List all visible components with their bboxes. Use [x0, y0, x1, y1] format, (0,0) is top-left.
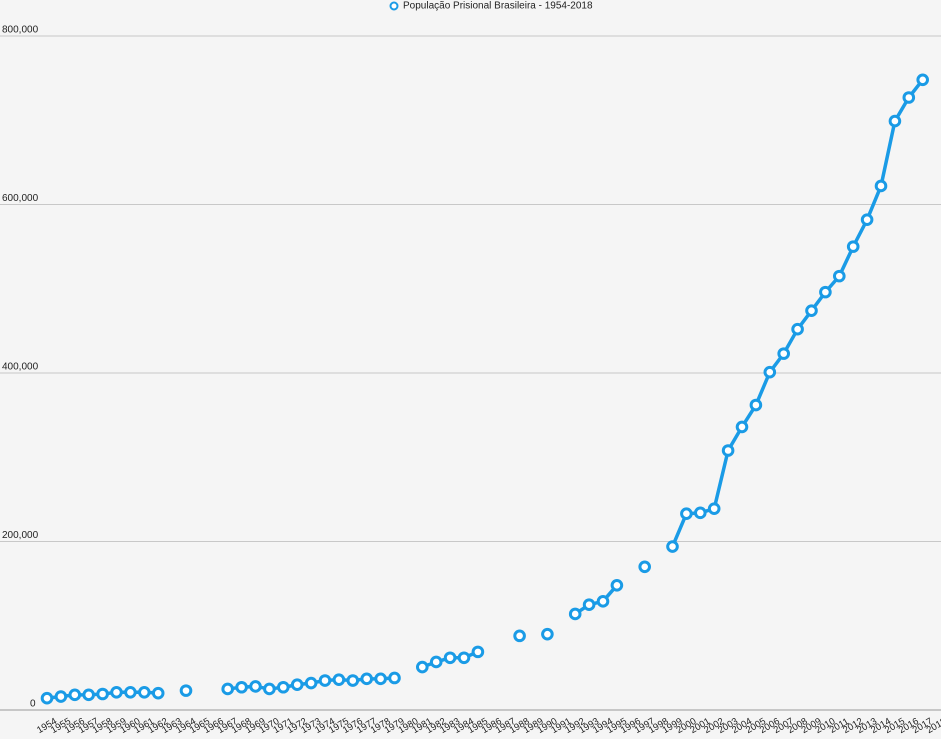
y-tick-label: 200,000 — [2, 530, 39, 541]
data-point — [805, 304, 818, 317]
data-point — [680, 507, 693, 520]
data-point — [54, 690, 68, 703]
legend: População Prisional Brasileira - 1954-20… — [389, 1, 593, 12]
data-point — [40, 691, 54, 705]
data-point — [138, 686, 151, 699]
data-point — [638, 560, 652, 574]
data-point — [860, 213, 874, 226]
data-point — [749, 398, 763, 412]
data-point — [888, 114, 902, 128]
data-point — [318, 674, 332, 687]
data-point — [179, 684, 193, 697]
data-point — [304, 676, 318, 690]
data-point — [443, 651, 457, 665]
data-point — [457, 651, 471, 665]
data-point — [666, 540, 679, 553]
data-point — [110, 686, 123, 699]
data-point — [96, 687, 109, 701]
legend-label: População Prisional Brasileira - 1954-20… — [403, 1, 593, 12]
data-point — [596, 595, 610, 608]
data-point — [277, 680, 290, 694]
series-line — [46, 78, 925, 700]
data-point — [471, 645, 485, 659]
data-point — [235, 680, 248, 694]
data-point — [707, 502, 721, 515]
data-point — [374, 672, 387, 686]
data-point — [416, 660, 429, 674]
data-point — [221, 682, 234, 696]
data-point — [568, 607, 582, 621]
data-point — [735, 420, 749, 434]
data-point — [610, 579, 624, 592]
data-point — [68, 688, 82, 702]
data-point — [263, 682, 276, 696]
data-point — [763, 365, 777, 379]
data-point — [721, 444, 735, 457]
data-point — [388, 671, 401, 685]
data-point — [846, 240, 860, 253]
data-point — [902, 91, 916, 104]
data-point — [124, 686, 137, 699]
y-tick-label: 400,000 — [2, 362, 39, 373]
data-point — [249, 680, 262, 693]
data-point — [346, 674, 360, 687]
data-point — [916, 73, 930, 87]
data-point — [777, 347, 791, 360]
data-point — [332, 673, 346, 686]
data-point — [541, 627, 554, 641]
data-point — [874, 179, 888, 193]
data-point — [429, 655, 443, 669]
data-point — [833, 269, 846, 283]
data-point — [360, 672, 374, 686]
y-tick-label: 800,000 — [2, 25, 39, 36]
y-tick-label: 600,000 — [2, 193, 39, 204]
data-point — [582, 598, 596, 611]
y-tick-label: 0 — [30, 699, 36, 710]
data-point — [82, 688, 95, 702]
data-point — [819, 285, 832, 299]
data-point — [694, 506, 707, 520]
data-point — [791, 322, 804, 336]
data-point — [290, 678, 304, 692]
data-point — [513, 629, 526, 643]
legend-marker — [389, 1, 399, 11]
data-point — [151, 686, 165, 700]
